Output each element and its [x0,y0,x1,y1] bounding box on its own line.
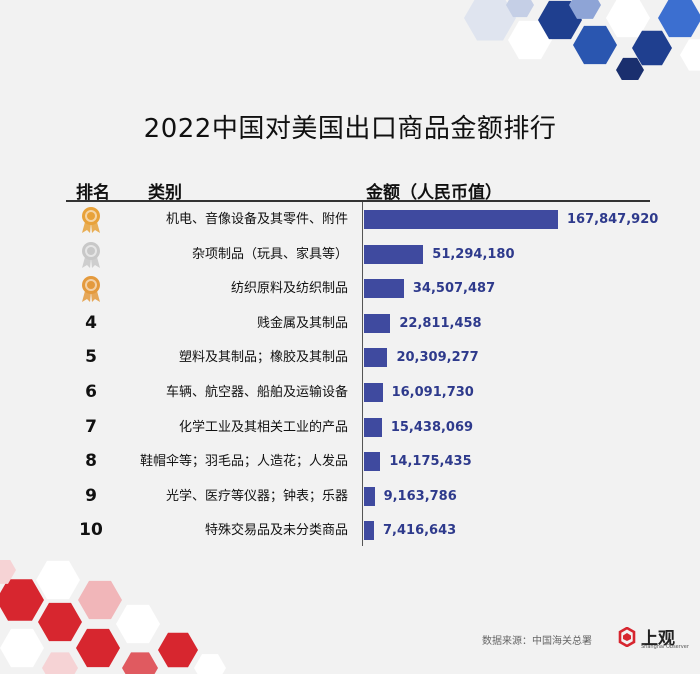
rank-label: 7 [85,416,97,437]
category-label: 光学、医疗等仪器；钟表；乐器 [165,488,348,504]
header-amount: 金额（人民币值） [366,183,502,203]
rank-label: 3 [70,271,112,306]
category-label: 化学工业及其相关工业的产品 [178,419,348,435]
value-label: 7,416,643 [383,523,457,539]
value-label: 34,507,487 [412,281,496,297]
value-label: 15,438,069 [390,419,474,435]
value-label: 22,811,458 [399,315,482,331]
category-label: 机电、音像设备及其零件、附件 [165,212,348,227]
value-label: 167,847,920 [567,212,659,227]
category-label: 杂项制品（玩具、家具等） [191,246,348,262]
silver-medal-icon [82,241,100,268]
bar [364,383,383,402]
value-label: 51,294,180 [432,246,515,262]
decorative-hexagons-top [464,0,700,80]
rank-label: 6 [85,382,97,402]
chart-row: 4 贱金属及其制品 22,811,458 [0,306,700,341]
chart-row: 10 特殊交易品及未分类商品 7,416,643 [0,513,700,548]
chart-row: 8 鞋帽伞等；羽毛品；人造花；人发品 14,175,435 [0,444,700,479]
header-divider [66,200,650,202]
value-label: 14,175,435 [389,454,472,470]
logo-text: 上观 [641,629,675,649]
gold-medal-icon [82,207,100,233]
header-category: 类别 [148,183,182,203]
chart-row: 6 车辆、航空器、船舶及运输设备 16,091,730 [0,375,700,410]
rank-label: 10 [79,520,103,541]
bar [364,486,375,506]
chart-row: 5 塑料及其制品；橡胶及其制品 20,309,277 [0,340,700,375]
value-label: 20,309,277 [396,350,479,366]
bar [364,244,424,264]
rank-label: 5 [85,347,97,368]
category-label: 鞋帽伞等；羽毛品；人造花；人发品 [139,454,348,470]
shanghai-observer-logo-icon [618,627,636,647]
bar [364,210,558,229]
header-rank: 排名 [76,183,110,203]
chart-title: 2022中国对美国出口商品金额排行 [143,114,557,144]
category-label: 特殊交易品及未分类商品 [204,523,348,539]
rank-label: 4 [85,312,97,333]
chart-row: 2 杂项制品（玩具、家具等） 51,294,180 [0,237,700,272]
bar [364,417,382,437]
rank-label: 8 [85,451,97,472]
bar [364,521,374,541]
rank-label: 1 [70,202,112,237]
bar [364,313,391,333]
chart-row: 1 机电、音像设备及其零件、附件 167,847,920 [0,202,700,237]
decorative-hexagons-bottom [0,560,226,674]
bronze-medal-icon [82,276,100,303]
chart-row: 9 光学、医疗等仪器；钟表；乐器 9,163,786 [0,479,700,514]
value-axis-line [362,202,363,546]
bar [364,452,381,472]
category-label: 车辆、航空器、船舶及运输设备 [165,385,348,400]
bar [364,279,404,299]
data-source: 数据来源：中国海关总署 [482,636,592,647]
rank-label: 2 [70,237,112,272]
category-label: 贱金属及其制品 [256,315,348,331]
value-label: 9,163,786 [383,488,457,504]
logo-subtitle: Shanghai Observer [641,644,689,650]
bar [364,348,388,368]
value-label: 16,091,730 [391,385,474,400]
chart-row: 7 化学工业及其相关工业的产品 15,438,069 [0,410,700,445]
rank-label: 9 [85,485,97,506]
category-label: 塑料及其制品；橡胶及其制品 [178,350,348,366]
chart-row: 3 纺织原料及纺织制品 34,507,487 [0,271,700,306]
category-label: 纺织原料及纺织制品 [230,281,348,297]
